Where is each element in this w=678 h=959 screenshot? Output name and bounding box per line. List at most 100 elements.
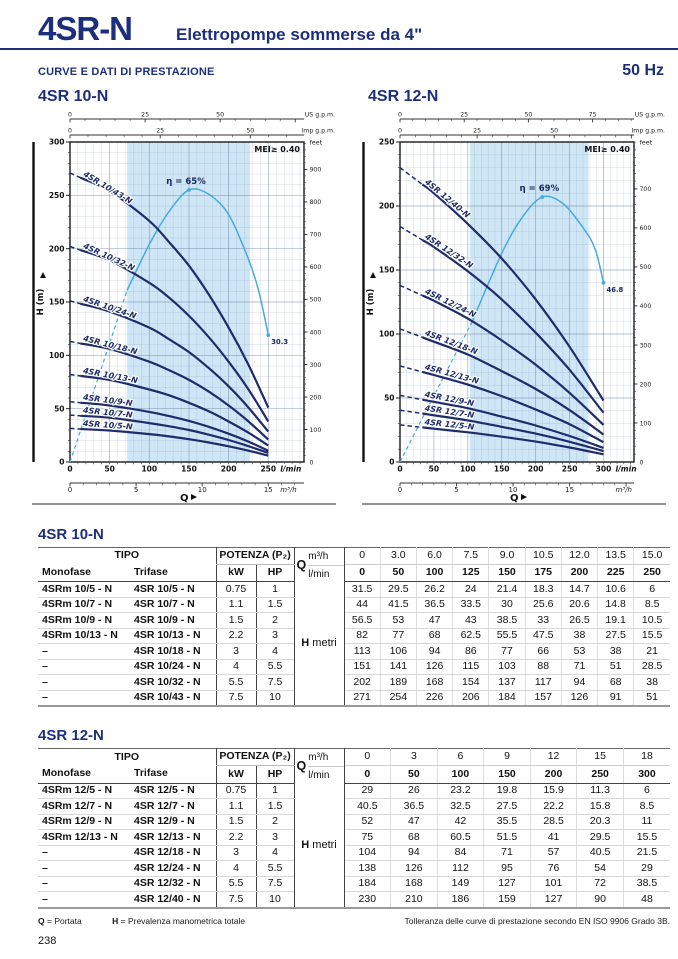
cell-head-value: 38.5: [622, 876, 670, 893]
section-row: CURVE E DATI DI PRESTAZIONE 50 Hz: [0, 50, 678, 80]
y-tick-label: 0: [389, 457, 394, 466]
pump-curve-4SR 10/43-N: [79, 176, 270, 408]
feet-tick-label: 400: [310, 329, 322, 336]
efficiency-curve-dashed: [69, 289, 128, 462]
cell-hp: 4: [255, 845, 295, 862]
q-axis-label: Q: [510, 493, 519, 504]
cell-head-value: 186: [436, 891, 484, 908]
cell-hp: 10: [255, 690, 295, 707]
cell-head-value: 20.3: [576, 814, 624, 831]
m3h-unit-label: m³/h: [616, 486, 632, 494]
table-row: –4SR 10/32 - N 5.5 7.5 202 189 168 154 137 117 94…: [38, 674, 670, 691]
cell-head-value: 29.5: [576, 829, 624, 846]
cell-head-value: 95: [483, 860, 531, 877]
performance-chart-4sr10n: 0501001502002503001002003004005006007008…: [32, 111, 336, 505]
cell-kw: 5.5: [215, 876, 257, 893]
cell-monofase: 4SRm 12/5 - N: [38, 783, 130, 800]
table-row: 4SRm 10/9 - N 4SR 10/9 - N 1.5 2 56.5 53 47 43 3…: [38, 612, 670, 629]
cell-head-value: 159: [483, 891, 531, 908]
pump-curve-4SR 10/18-N: [80, 341, 270, 441]
pump-curve-dashed-4SR 12/40-N: [399, 166, 423, 185]
feet-tick-label: 500: [310, 296, 322, 303]
y-tick-label: 50: [384, 393, 394, 402]
h-metri-label: H metri: [293, 783, 345, 909]
pump-curve-4SR 12/32-N: [421, 238, 605, 414]
pump-curve-4SR 10/5-N: [80, 427, 269, 457]
cell-monofase: –: [38, 845, 130, 862]
pump-curve-label: 4SR 12/40-N: [422, 176, 471, 219]
cell-trifase: 4SR 10/32 - N: [130, 674, 217, 691]
pump-curve-dashed-4SR 10/5-N: [69, 427, 81, 430]
cell-kw: 0.75: [215, 581, 257, 598]
cell-head-value: 75: [344, 829, 391, 846]
pump-curve-4SR 10/32-N: [79, 248, 270, 422]
efficiency-curve: [470, 195, 605, 324]
mei-label: MEI≥ 0.40: [584, 145, 630, 154]
table-row: –4SR 10/24 - N 4 5.5 151 141 126 115 103 88 71 51 2…: [38, 659, 670, 676]
cell-trifase: 4SR 12/40 - N: [134, 892, 201, 905]
cell-head-value: 68: [415, 628, 453, 645]
cell-head-value: 104: [344, 845, 391, 862]
col-header-trifase: Trifase: [130, 765, 217, 784]
feet-axis-label: feet: [640, 138, 653, 146]
col-header-monofase: Monofase: [38, 564, 130, 583]
pump-curve-dashed-4SR 12/13-N: [399, 364, 423, 373]
table-row: – 4SR 10/43 - N 7.5 10 271 254 226 206 184 157 126…: [38, 690, 670, 707]
cell-head-value: 57: [529, 845, 577, 862]
pump-curve-4SR 12/5-N: [422, 425, 604, 456]
cell-trifase: 4SR 10/43 - N: [134, 691, 201, 704]
cell-head-value: 126: [390, 860, 438, 877]
cell-head-value: 68: [597, 674, 634, 691]
cell-kw: 1.5: [215, 612, 257, 629]
cell-head-value: 226: [415, 690, 453, 707]
cell-kw: 3: [215, 643, 257, 660]
x-tick-label: 150: [494, 464, 510, 473]
gpm-unit-label: US g.p.m.: [305, 111, 335, 118]
feet-tick-label: 800: [310, 199, 322, 206]
q-m3h-value: 15: [576, 748, 624, 767]
cell-trifase: 4SR 12/9 - N: [130, 814, 217, 831]
pump-curve-dashed-4SR 10/32-N: [69, 245, 81, 251]
cell-head-value: 35.5: [483, 814, 531, 831]
cell-hp: 3: [255, 829, 295, 846]
pump-curve-dashed-4SR 10/9-N: [69, 400, 81, 404]
pump-curve-dashed-4SR 12/24-N: [399, 284, 423, 296]
cell-head-value: 19.1: [597, 612, 634, 629]
cell-head-value: 91: [597, 690, 634, 707]
cell-head-value: 28.5: [529, 814, 577, 831]
cell-hp: 2: [255, 814, 295, 831]
table-row: –4SR 12/24 - N 4 5.5 138 126 112 95 76 54 29: [38, 860, 670, 877]
cell-head-value: 210: [390, 891, 438, 908]
cell-head-value: 77: [379, 628, 417, 645]
q-lmin-value: 0: [344, 564, 381, 583]
cell-trifase: 4SR 10/9 - N: [130, 612, 217, 629]
cell-head-value: 26.5: [560, 612, 598, 629]
footnotes: Q = Portata H = Prevalenza manometrica t…: [0, 909, 678, 926]
cell-monofase: –: [42, 892, 48, 905]
cell-head-value: 32.5: [436, 798, 484, 815]
q-m3h-value: 3.0: [379, 547, 417, 565]
pump-curve-4SR 10/13-N: [80, 374, 269, 447]
q-m3h-value: 9: [483, 748, 531, 767]
q-m3h-value: 3: [390, 748, 438, 767]
x-tick-label: 150: [181, 464, 197, 473]
q-lmin-value: 100: [415, 564, 453, 583]
cell-monofase: 4SRm 12/7 - N: [38, 798, 130, 815]
table-row: 4SRm 10/5 - N 4SR 10/5 - N 0.75 1 H metri 31.…: [38, 581, 670, 707]
gpm-tick-label: 50: [524, 111, 532, 118]
cell-head-value: 21.5: [622, 845, 670, 862]
up-arrow-icon: [40, 271, 46, 278]
cell-monofase: –: [38, 860, 130, 877]
efficiency-peak-label: η = 65%: [166, 177, 206, 187]
chart-title: 4SR 10-N: [38, 87, 109, 105]
x-tick-label: 200: [221, 464, 237, 473]
q-m3h-value: 0: [344, 547, 381, 565]
cell-trifase: 4SR 12/13 - N: [130, 829, 217, 846]
frequency-label: 50 Hz: [622, 61, 664, 79]
page-subtitle: Elettropompe sommerse da 4": [176, 25, 423, 44]
cell-kw: 2.2: [215, 628, 257, 645]
q-lmin-value: 0: [344, 765, 391, 784]
pump-curve-dashed-4SR 12/5-N: [399, 423, 423, 428]
section-label: CURVE E DATI DI PRESTAZIONE: [38, 65, 215, 78]
